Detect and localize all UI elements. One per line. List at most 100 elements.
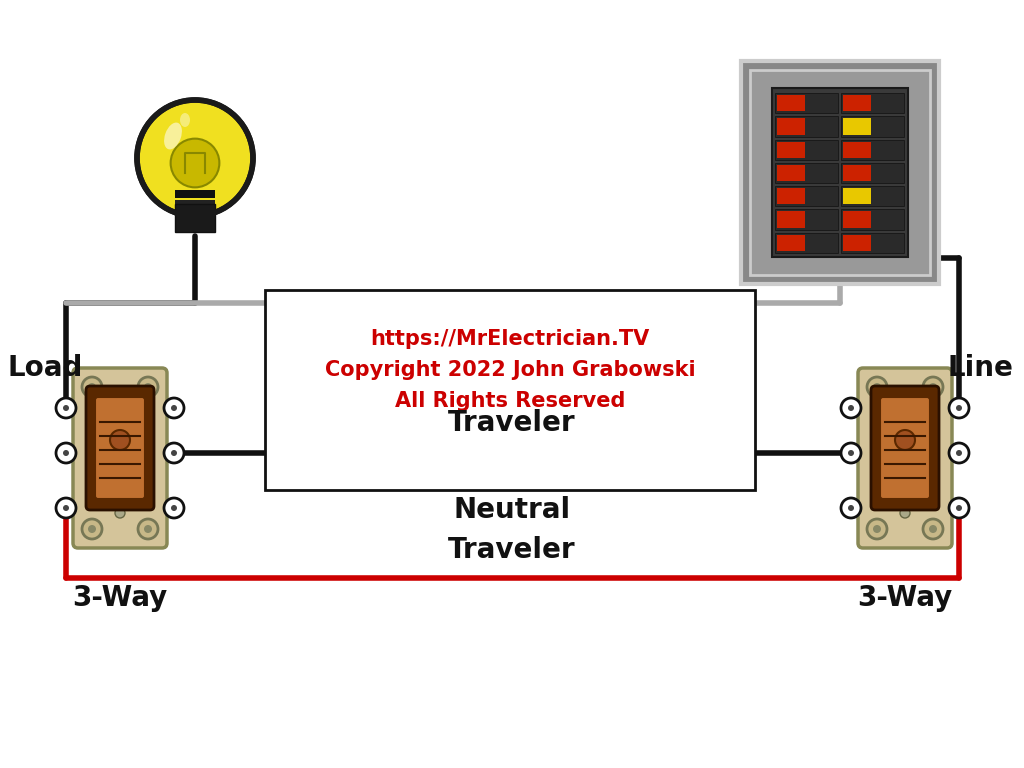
Text: Traveler: Traveler bbox=[449, 409, 575, 437]
FancyBboxPatch shape bbox=[265, 290, 755, 490]
Circle shape bbox=[848, 505, 854, 511]
Circle shape bbox=[956, 505, 962, 511]
FancyBboxPatch shape bbox=[843, 141, 871, 158]
FancyBboxPatch shape bbox=[841, 210, 904, 230]
Text: https://MrElectrician.TV
Copyright 2022 John Grabowski
All Rights Reserved: https://MrElectrician.TV Copyright 2022 … bbox=[325, 329, 695, 411]
Circle shape bbox=[110, 430, 130, 450]
FancyBboxPatch shape bbox=[750, 70, 930, 275]
Circle shape bbox=[171, 450, 177, 456]
FancyBboxPatch shape bbox=[73, 368, 167, 548]
Circle shape bbox=[895, 430, 915, 450]
Circle shape bbox=[56, 498, 76, 518]
Circle shape bbox=[841, 398, 861, 418]
Circle shape bbox=[88, 525, 96, 533]
Circle shape bbox=[171, 405, 177, 411]
Circle shape bbox=[929, 525, 937, 533]
FancyBboxPatch shape bbox=[841, 140, 904, 160]
Ellipse shape bbox=[164, 123, 182, 150]
FancyBboxPatch shape bbox=[880, 397, 930, 499]
Circle shape bbox=[949, 398, 969, 418]
Circle shape bbox=[63, 405, 69, 411]
FancyBboxPatch shape bbox=[775, 210, 838, 230]
Circle shape bbox=[88, 383, 96, 391]
FancyBboxPatch shape bbox=[841, 93, 904, 114]
Circle shape bbox=[63, 450, 69, 456]
FancyBboxPatch shape bbox=[843, 118, 871, 134]
Circle shape bbox=[949, 443, 969, 463]
Circle shape bbox=[164, 443, 184, 463]
FancyBboxPatch shape bbox=[777, 165, 805, 181]
Circle shape bbox=[56, 398, 76, 418]
FancyBboxPatch shape bbox=[841, 233, 904, 253]
FancyBboxPatch shape bbox=[843, 235, 871, 251]
Circle shape bbox=[956, 405, 962, 411]
FancyBboxPatch shape bbox=[777, 211, 805, 228]
Text: Neutral: Neutral bbox=[454, 496, 570, 524]
Circle shape bbox=[848, 405, 854, 411]
Circle shape bbox=[138, 377, 158, 397]
FancyBboxPatch shape bbox=[777, 95, 805, 111]
FancyBboxPatch shape bbox=[775, 93, 838, 114]
FancyBboxPatch shape bbox=[777, 118, 805, 134]
Circle shape bbox=[144, 383, 152, 391]
Circle shape bbox=[867, 519, 887, 539]
Text: 3-Way: 3-Way bbox=[857, 584, 952, 612]
FancyBboxPatch shape bbox=[741, 61, 939, 284]
FancyBboxPatch shape bbox=[777, 188, 805, 204]
FancyBboxPatch shape bbox=[175, 210, 215, 218]
FancyBboxPatch shape bbox=[95, 397, 145, 499]
FancyBboxPatch shape bbox=[175, 220, 215, 228]
Circle shape bbox=[873, 383, 881, 391]
FancyBboxPatch shape bbox=[841, 116, 904, 137]
Circle shape bbox=[137, 100, 253, 216]
FancyBboxPatch shape bbox=[175, 200, 215, 208]
FancyBboxPatch shape bbox=[843, 211, 871, 228]
Circle shape bbox=[841, 443, 861, 463]
Text: Load: Load bbox=[7, 354, 83, 382]
Circle shape bbox=[923, 519, 943, 539]
FancyBboxPatch shape bbox=[843, 188, 871, 204]
FancyBboxPatch shape bbox=[775, 233, 838, 253]
Circle shape bbox=[929, 383, 937, 391]
FancyBboxPatch shape bbox=[175, 190, 215, 198]
Circle shape bbox=[82, 377, 102, 397]
FancyBboxPatch shape bbox=[775, 140, 838, 160]
Circle shape bbox=[115, 398, 125, 408]
Circle shape bbox=[164, 498, 184, 518]
Circle shape bbox=[956, 450, 962, 456]
Text: Traveler: Traveler bbox=[449, 536, 575, 564]
Circle shape bbox=[164, 398, 184, 418]
FancyBboxPatch shape bbox=[843, 165, 871, 181]
Circle shape bbox=[144, 525, 152, 533]
Circle shape bbox=[923, 377, 943, 397]
FancyBboxPatch shape bbox=[841, 163, 904, 183]
Circle shape bbox=[171, 139, 219, 187]
Circle shape bbox=[82, 519, 102, 539]
Circle shape bbox=[841, 498, 861, 518]
Circle shape bbox=[900, 398, 910, 408]
Circle shape bbox=[138, 519, 158, 539]
FancyBboxPatch shape bbox=[775, 186, 838, 207]
Circle shape bbox=[873, 525, 881, 533]
FancyBboxPatch shape bbox=[775, 163, 838, 183]
FancyBboxPatch shape bbox=[772, 88, 908, 257]
Circle shape bbox=[63, 505, 69, 511]
FancyBboxPatch shape bbox=[858, 368, 952, 548]
FancyBboxPatch shape bbox=[843, 95, 871, 111]
FancyBboxPatch shape bbox=[777, 235, 805, 251]
Text: Line: Line bbox=[947, 354, 1013, 382]
Circle shape bbox=[115, 508, 125, 518]
Circle shape bbox=[949, 498, 969, 518]
FancyBboxPatch shape bbox=[86, 386, 154, 510]
Circle shape bbox=[867, 377, 887, 397]
FancyBboxPatch shape bbox=[777, 141, 805, 158]
Circle shape bbox=[900, 508, 910, 518]
Text: 3-Way: 3-Way bbox=[73, 584, 168, 612]
Circle shape bbox=[56, 443, 76, 463]
Circle shape bbox=[171, 505, 177, 511]
FancyBboxPatch shape bbox=[775, 116, 838, 137]
FancyBboxPatch shape bbox=[841, 186, 904, 207]
FancyBboxPatch shape bbox=[175, 204, 215, 232]
FancyBboxPatch shape bbox=[871, 386, 939, 510]
Ellipse shape bbox=[180, 113, 190, 127]
